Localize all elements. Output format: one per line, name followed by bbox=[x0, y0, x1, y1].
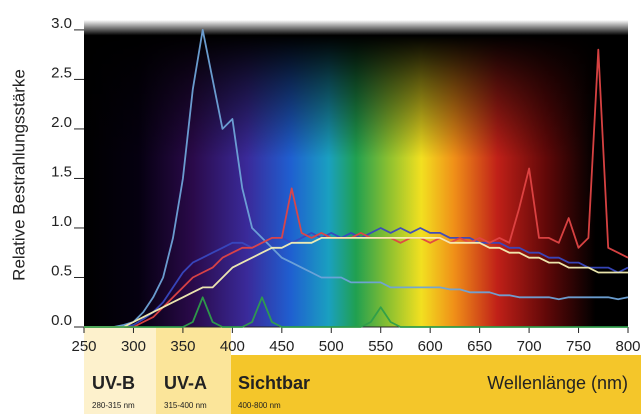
x-tick-label: 400 bbox=[220, 338, 245, 355]
x-tick-label: 800 bbox=[615, 338, 640, 355]
x-tick-label: 750 bbox=[566, 338, 591, 355]
band-range: 400-800 nm bbox=[238, 401, 281, 410]
y-tick-label: 0.0 bbox=[51, 312, 72, 329]
x-tick-label: 650 bbox=[467, 338, 492, 355]
x-tick-label: 700 bbox=[517, 338, 542, 355]
y-tick-label: 2.0 bbox=[51, 114, 72, 131]
x-tick-label: 500 bbox=[319, 338, 344, 355]
x-tick-label: 600 bbox=[418, 338, 443, 355]
band-range: 315-400 nm bbox=[164, 401, 207, 410]
band-range: 280-315 nm bbox=[92, 401, 135, 410]
x-tick-label: 250 bbox=[71, 338, 96, 355]
x-tick-label: 350 bbox=[170, 338, 195, 355]
chart: UV-B 280-315 nm UV-A 315-400 nm Sichtbar… bbox=[0, 0, 641, 414]
band-label: Sichtbar bbox=[238, 373, 310, 393]
x-tick-label: 550 bbox=[368, 338, 393, 355]
y-tick-label: 2.5 bbox=[51, 64, 72, 81]
y-tick-label: 1.0 bbox=[51, 213, 72, 230]
spectrum-fade bbox=[84, 20, 628, 327]
y-axis-label: Relative Bestrahlungsstärke bbox=[9, 69, 28, 281]
band-label: UV-A bbox=[164, 373, 207, 393]
x-axis-label: Wellenlänge (nm) bbox=[487, 373, 628, 393]
y-tick-label: 0.5 bbox=[51, 262, 72, 279]
x-tick-label: 450 bbox=[269, 338, 294, 355]
y-tick-label: 3.0 bbox=[51, 15, 72, 32]
x-tick-label: 300 bbox=[121, 338, 146, 355]
band-label: UV-B bbox=[92, 373, 135, 393]
y-tick-label: 1.5 bbox=[51, 163, 72, 180]
